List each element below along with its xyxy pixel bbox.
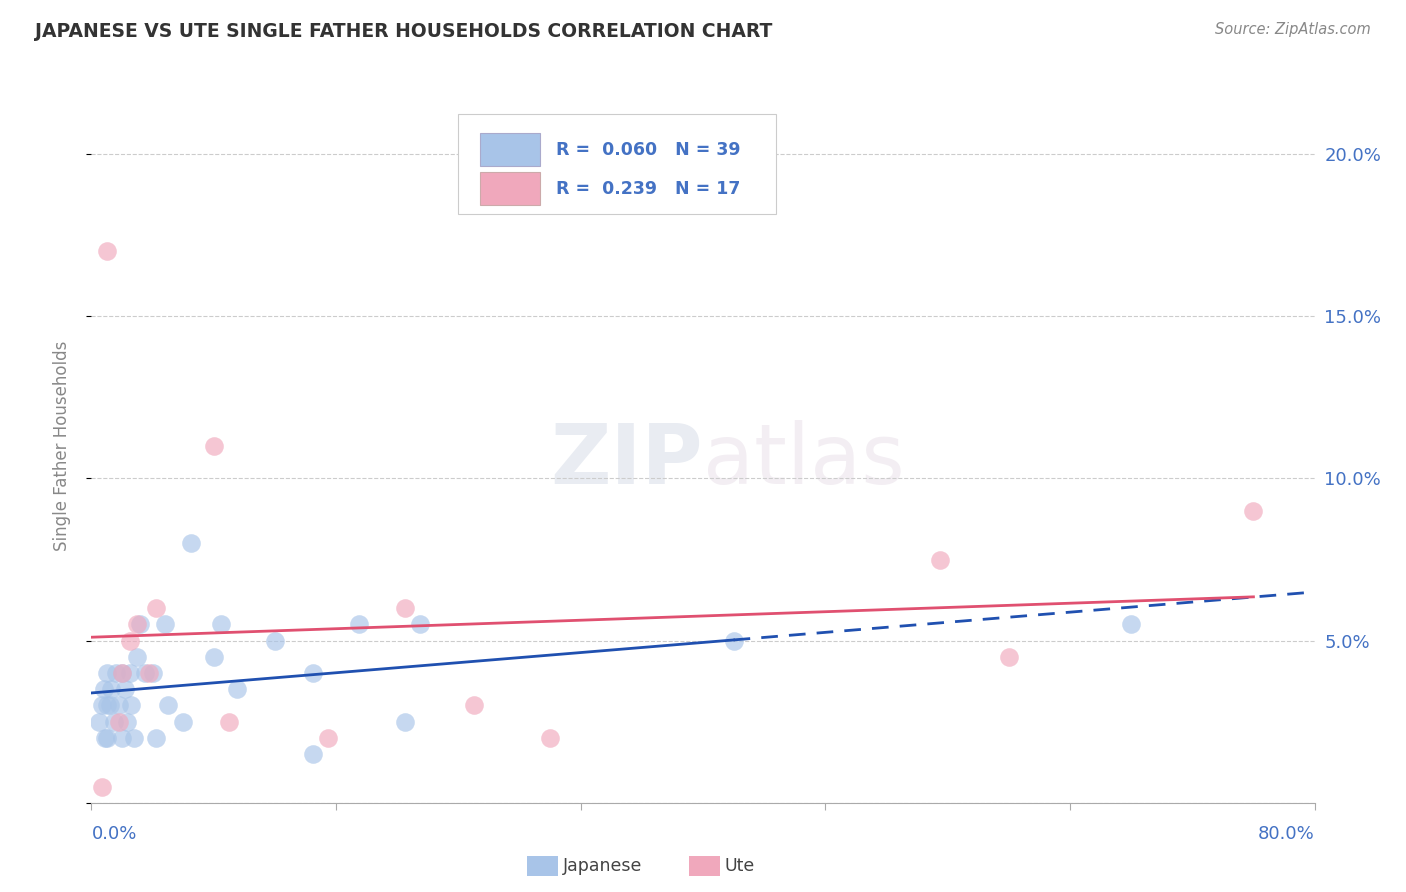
Point [202, 649, 225, 664]
Point [122, 731, 145, 745]
Text: JAPANESE VS UTE SINGLE FATHER HOUSEHOLDS CORRELATION CHART: JAPANESE VS UTE SINGLE FATHER HOUSEHOLDS… [35, 22, 772, 41]
Point [87, 714, 110, 729]
Text: ZIP: ZIP [551, 420, 703, 500]
Point [94, 731, 117, 745]
Point [96, 731, 118, 745]
Point [104, 666, 127, 681]
Point [111, 666, 134, 681]
Point [120, 698, 142, 713]
Point [1243, 504, 1265, 518]
Y-axis label: Single Father Households: Single Father Households [52, 341, 70, 551]
Point [115, 714, 138, 729]
Point [463, 698, 485, 713]
Point [180, 536, 202, 550]
Point [93, 682, 115, 697]
Point [118, 633, 141, 648]
Point [127, 649, 149, 664]
Point [141, 666, 163, 681]
Point [96, 244, 118, 259]
FancyBboxPatch shape [458, 114, 776, 214]
Point [127, 617, 149, 632]
FancyBboxPatch shape [481, 172, 540, 205]
Point [145, 731, 167, 745]
Point [145, 601, 167, 615]
Point [225, 682, 247, 697]
Point [1121, 617, 1143, 632]
Point [134, 666, 156, 681]
Point [96, 666, 118, 681]
Point [202, 439, 225, 453]
Point [172, 714, 194, 729]
FancyBboxPatch shape [481, 133, 540, 166]
Point [318, 731, 340, 745]
Text: Japanese: Japanese [562, 857, 641, 875]
Text: R =  0.239   N = 17: R = 0.239 N = 17 [557, 180, 741, 198]
Point [302, 666, 325, 681]
Point [723, 633, 745, 648]
Text: 0.0%: 0.0% [91, 825, 136, 843]
Point [156, 698, 179, 713]
Text: R =  0.060   N = 39: R = 0.060 N = 39 [557, 141, 741, 159]
Point [218, 714, 240, 729]
Point [114, 682, 136, 697]
Point [100, 682, 122, 697]
Point [98, 698, 121, 713]
Point [538, 731, 561, 745]
Point [91, 780, 114, 794]
Point [138, 666, 160, 681]
Text: 80.0%: 80.0% [1258, 825, 1315, 843]
Point [347, 617, 370, 632]
Point [264, 633, 287, 648]
Point [96, 698, 118, 713]
Point [302, 747, 325, 761]
Point [129, 617, 152, 632]
Text: Source: ZipAtlas.com: Source: ZipAtlas.com [1215, 22, 1371, 37]
Point [91, 698, 114, 713]
Point [209, 617, 232, 632]
Text: Ute: Ute [724, 857, 755, 875]
Point [929, 552, 952, 566]
Point [998, 649, 1021, 664]
Point [394, 601, 416, 615]
Point [118, 666, 141, 681]
Point [108, 698, 131, 713]
Point [111, 666, 134, 681]
Point [394, 714, 416, 729]
Point [111, 731, 134, 745]
Point [153, 617, 176, 632]
Text: atlas: atlas [703, 420, 904, 500]
Point [108, 714, 131, 729]
Point [409, 617, 432, 632]
Point [103, 714, 125, 729]
